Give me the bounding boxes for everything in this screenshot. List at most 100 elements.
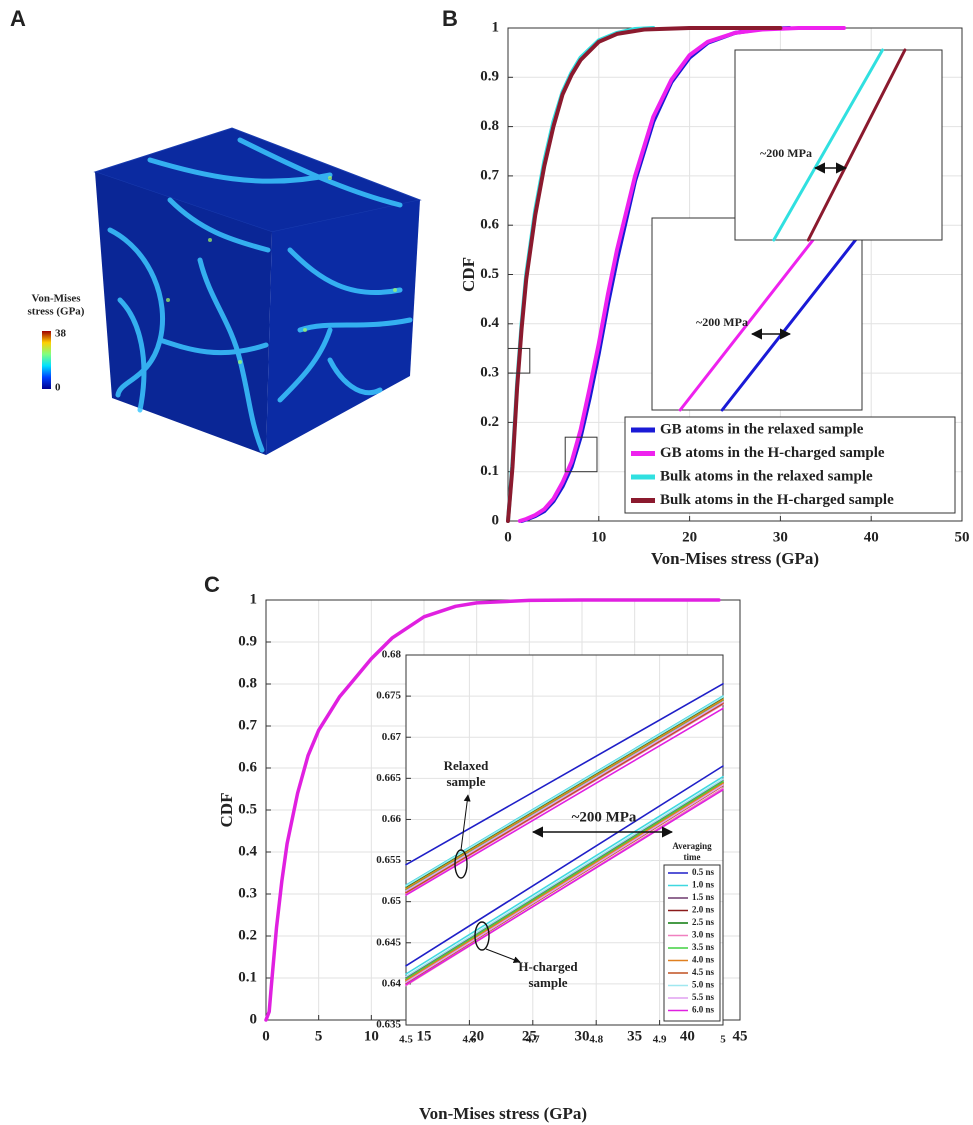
legend-title: time — [684, 852, 701, 862]
x-tick-label: 20 — [469, 1028, 484, 1044]
legend-label: 5.0 ns — [692, 980, 715, 990]
inset-line — [405, 789, 724, 986]
panel-label: B — [442, 6, 458, 31]
y-tick-label: 0.6 — [480, 217, 499, 233]
y-tick-label: 0.5 — [480, 266, 499, 282]
colorbar-max: 38 — [55, 328, 67, 340]
y-tick-label: 0.635 — [376, 1019, 401, 1031]
zoom-box — [507, 347, 531, 374]
inset-line — [405, 701, 724, 892]
x-tick-label: 4.8 — [589, 1034, 603, 1046]
colorbar — [42, 331, 51, 389]
plot-frame — [734, 49, 943, 241]
panel-label: C — [204, 572, 220, 597]
inset-line — [405, 696, 724, 887]
x-tick-label: 10 — [591, 529, 606, 545]
y-tick-label: 0.64 — [382, 977, 402, 989]
y-tick-label: 0.2 — [480, 414, 499, 430]
inset-line — [405, 707, 724, 896]
legend-box — [663, 864, 721, 1022]
y-tick-label: 0 — [250, 1011, 258, 1027]
y-tick-label: 0.8 — [480, 118, 499, 134]
y-tick-label: 0.4 — [480, 315, 499, 331]
y-tick-label: 0.68 — [382, 649, 402, 661]
x-axis-label: Von-Mises stress (GPa) — [651, 549, 819, 568]
panel-label: A — [10, 6, 26, 31]
x-tick-label: 4.9 — [653, 1034, 667, 1046]
x-tick-label: 15 — [417, 1028, 432, 1044]
legend-label: 3.0 ns — [692, 930, 715, 940]
x-tick-label: 5 — [720, 1034, 726, 1046]
inset-line — [405, 784, 724, 983]
inset-line — [405, 778, 724, 978]
legend-label: 5.5 ns — [692, 992, 715, 1002]
y-axis-label: CDF — [459, 257, 478, 292]
legend-label: 1.5 ns — [692, 892, 715, 902]
cdf-line — [517, 26, 846, 523]
legend-label: GB atoms in the relaxed sample — [660, 421, 864, 437]
y-tick-label: 0.9 — [238, 633, 257, 649]
inset-line — [405, 765, 724, 967]
annotation: ~200 MPa — [572, 809, 637, 825]
y-tick-label: 0.7 — [238, 717, 257, 733]
x-tick-label: 0 — [262, 1028, 270, 1044]
colorbar-title: stress (GPa) — [28, 306, 85, 318]
y-tick-label: 0.655 — [376, 854, 401, 866]
inset-line — [772, 48, 884, 242]
y-tick-label: 0.1 — [238, 969, 257, 985]
x-tick-label: 50 — [955, 529, 970, 545]
legend-label: 3.5 ns — [692, 942, 715, 952]
x-tick-label: 30 — [773, 529, 788, 545]
inset-line — [405, 698, 724, 890]
plot-area — [735, 50, 942, 240]
annotation: H-charged — [518, 959, 578, 974]
y-axis-label: CDF — [217, 793, 236, 828]
x-tick-label: 4.5 — [399, 1034, 413, 1046]
annotation: sample — [529, 975, 568, 990]
y-tick-label: 0.7 — [480, 167, 499, 183]
pointer — [485, 948, 521, 964]
legend-label: 1.0 ns — [692, 880, 715, 890]
x-tick-label: 40 — [864, 529, 879, 545]
y-tick-label: 0.66 — [382, 813, 402, 825]
y-tick-label: 0.3 — [480, 365, 499, 381]
inset-line — [720, 230, 864, 412]
y-tick-label: 1 — [250, 591, 258, 607]
pointer — [460, 794, 471, 851]
legend-title: Averaging — [672, 841, 712, 851]
x-tick-label: 45 — [733, 1028, 748, 1044]
y-tick-label: 0.67 — [382, 731, 402, 743]
legend-label: Bulk atoms in the relaxed sample — [660, 468, 873, 484]
x-tick-label: 20 — [682, 529, 697, 545]
cube-illustration — [93, 127, 422, 455]
legend-label: 4.5 ns — [692, 967, 715, 977]
colorbar-title: Von-Mises — [31, 293, 81, 305]
inset-line — [405, 775, 724, 975]
x-tick-label: 40 — [680, 1028, 695, 1044]
y-tick-label: 1 — [492, 19, 500, 35]
x-tick-label: 10 — [364, 1028, 379, 1044]
x-tick-label: 4.7 — [526, 1034, 540, 1046]
inset-line — [806, 48, 907, 242]
y-tick-label: 0.6 — [238, 759, 257, 775]
y-tick-label: 0.675 — [376, 690, 401, 702]
legend-label: GB atoms in the H-charged sample — [660, 445, 885, 461]
x-tick-label: 30 — [575, 1028, 590, 1044]
cdf-line — [264, 598, 721, 1022]
legend-label: 0.5 ns — [692, 867, 715, 877]
legend-label: 2.0 ns — [692, 905, 715, 915]
x-tick-label: 0 — [504, 529, 512, 545]
y-tick-label: 0.2 — [238, 927, 257, 943]
legend-label: 4.0 ns — [692, 955, 715, 965]
x-tick-label: 5 — [315, 1028, 323, 1044]
inset-line — [405, 782, 724, 982]
colorbar-min: 0 — [55, 382, 61, 394]
marker-ellipse — [474, 921, 490, 951]
y-tick-label: 0.1 — [480, 463, 499, 479]
legend-label: 2.5 ns — [692, 917, 715, 927]
y-tick-label: 0.5 — [238, 801, 257, 817]
annotation: Relaxed — [444, 758, 490, 773]
x-tick-label: 35 — [627, 1028, 642, 1044]
y-tick-label: 0.645 — [376, 936, 401, 948]
